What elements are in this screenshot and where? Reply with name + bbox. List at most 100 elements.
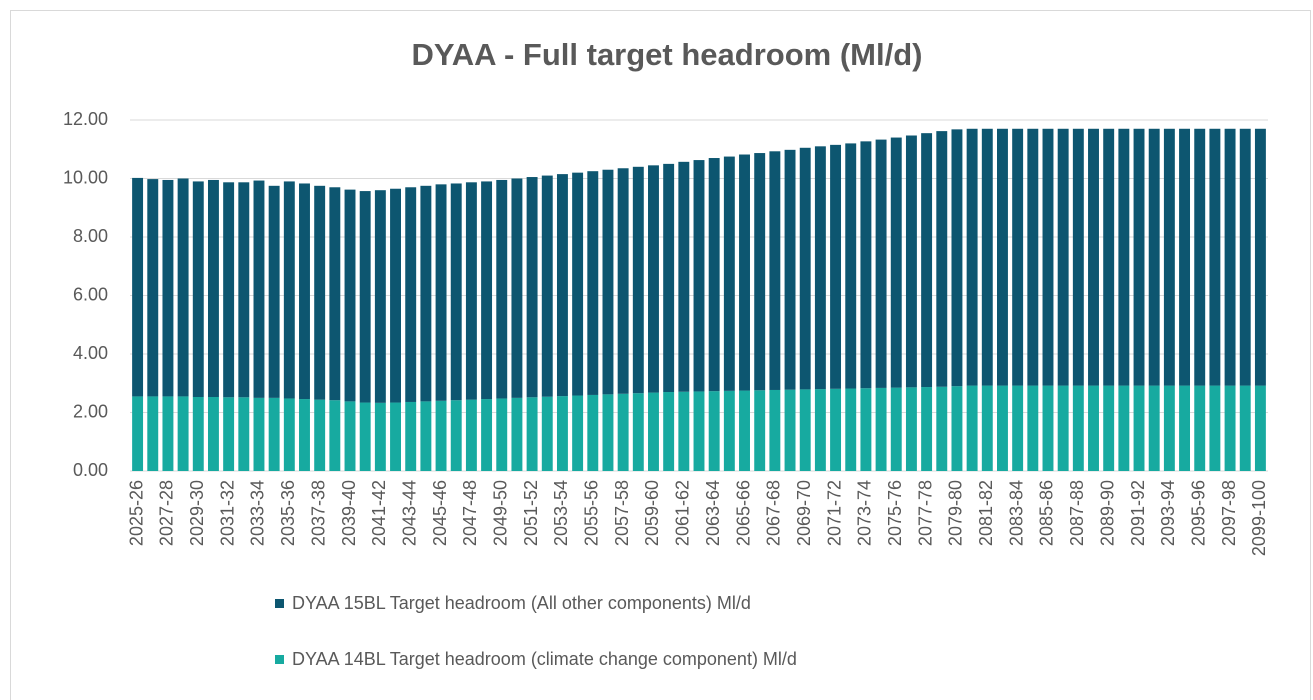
bar-segment bbox=[951, 386, 963, 471]
x-tick-label: 2045-46 bbox=[430, 480, 450, 546]
bar-segment bbox=[587, 171, 599, 395]
bar-segment bbox=[405, 401, 417, 471]
bar-segment bbox=[496, 398, 508, 471]
bar-segment bbox=[875, 387, 887, 471]
bar-segment bbox=[799, 147, 811, 390]
bar-segment bbox=[526, 177, 538, 398]
bar-segment bbox=[708, 158, 720, 392]
bar-segment bbox=[359, 191, 371, 403]
bar-segment bbox=[541, 175, 553, 397]
bar-segment bbox=[192, 181, 204, 397]
bar-segment bbox=[1254, 385, 1266, 471]
bar-segment bbox=[1057, 385, 1069, 471]
bar-segment bbox=[648, 165, 659, 393]
x-tick-label: 2083-84 bbox=[1006, 480, 1026, 546]
y-tick-label: 4.00 bbox=[73, 343, 108, 363]
x-tick-label: 2033-34 bbox=[248, 480, 268, 546]
bar-segment bbox=[314, 399, 326, 471]
bar-segment bbox=[1148, 385, 1160, 471]
bar-segment bbox=[162, 396, 174, 471]
bar-segment bbox=[981, 385, 993, 471]
x-tick-label: 2051-52 bbox=[521, 480, 541, 546]
bar-segment bbox=[481, 399, 493, 471]
bar-segment bbox=[921, 387, 933, 471]
bar-segment bbox=[966, 128, 978, 386]
bar-segment bbox=[678, 161, 690, 392]
x-tick-label: 2075-76 bbox=[885, 480, 905, 546]
bar-segment bbox=[147, 179, 159, 397]
bar-segment bbox=[465, 182, 477, 400]
x-tick-label: 2031-32 bbox=[217, 480, 237, 546]
bar-segment bbox=[1163, 385, 1175, 471]
bar-segment bbox=[739, 154, 750, 391]
bar-segment bbox=[905, 387, 917, 471]
y-tick-label: 0.00 bbox=[73, 460, 108, 480]
bar-segment bbox=[845, 143, 857, 389]
bar-segment bbox=[344, 189, 356, 402]
bar-segment bbox=[1042, 128, 1054, 386]
bar-segment bbox=[799, 389, 811, 471]
y-tick-label: 6.00 bbox=[73, 284, 108, 304]
bar-segment bbox=[207, 179, 219, 397]
bar-segment bbox=[344, 401, 356, 471]
x-tick-label: 2093-94 bbox=[1158, 480, 1178, 546]
bar-segment bbox=[268, 185, 280, 398]
bar-segment bbox=[268, 397, 280, 471]
bar-segment bbox=[329, 400, 341, 471]
bar-segment bbox=[299, 183, 310, 400]
x-tick-label: 2091-92 bbox=[1128, 480, 1148, 546]
x-tick-label: 2085-86 bbox=[1037, 480, 1057, 546]
x-tick-label: 2027-28 bbox=[157, 480, 177, 546]
bar-segment bbox=[1194, 385, 1206, 471]
bar-segment bbox=[981, 128, 993, 386]
bar-segment bbox=[420, 185, 432, 402]
bar-segment bbox=[147, 396, 159, 471]
bar-segment bbox=[299, 399, 310, 471]
y-tick-label: 10.00 bbox=[63, 167, 108, 187]
bar-segment bbox=[784, 149, 796, 390]
bar-segment bbox=[283, 181, 295, 399]
bar-segment bbox=[830, 144, 842, 389]
bar-segment bbox=[602, 394, 614, 471]
bar-segment bbox=[997, 128, 1008, 386]
bar-segment bbox=[1057, 128, 1069, 386]
bar-segment bbox=[405, 187, 417, 402]
bar-segment bbox=[951, 129, 963, 387]
bar-segment bbox=[830, 388, 842, 471]
bar-segment bbox=[162, 179, 174, 397]
bar-segment bbox=[1133, 128, 1145, 386]
bar-segment bbox=[890, 387, 902, 471]
bar-segment bbox=[1239, 385, 1251, 471]
bar-segment bbox=[207, 396, 219, 471]
bar-segment bbox=[223, 182, 235, 398]
bar-segment bbox=[1133, 385, 1145, 471]
bar-segment bbox=[253, 397, 265, 471]
bar-segment bbox=[921, 133, 933, 388]
bar-segment bbox=[814, 146, 826, 390]
bar-segment bbox=[1072, 128, 1084, 386]
bar-segment bbox=[572, 172, 584, 396]
bar-segment bbox=[450, 183, 462, 401]
x-tick-label: 2073-74 bbox=[855, 480, 875, 546]
bar-segment bbox=[1179, 385, 1191, 471]
x-tick-label: 2087-88 bbox=[1067, 480, 1087, 546]
chart-title: DYAA - Full target headroom (Ml/d) bbox=[412, 37, 923, 72]
bar-segment bbox=[966, 385, 978, 471]
bar-segment bbox=[1072, 385, 1084, 471]
bar-segment bbox=[1239, 128, 1251, 386]
bar-segment bbox=[617, 393, 629, 471]
bar-segment bbox=[1148, 128, 1160, 386]
bar-segment bbox=[1224, 385, 1236, 471]
x-tick-label: 2089-90 bbox=[1097, 480, 1117, 546]
bar-segment bbox=[435, 184, 447, 401]
y-tick-label: 2.00 bbox=[73, 401, 108, 421]
bar-segment bbox=[936, 131, 948, 387]
bar-segment bbox=[1088, 385, 1099, 471]
bar-segment bbox=[177, 178, 189, 397]
bar-segment bbox=[754, 153, 766, 391]
x-tick-label: 2043-44 bbox=[399, 480, 419, 546]
bar-segment bbox=[1088, 128, 1099, 386]
x-tick-label: 2099-100 bbox=[1249, 480, 1269, 556]
bar-segment bbox=[1012, 128, 1024, 386]
